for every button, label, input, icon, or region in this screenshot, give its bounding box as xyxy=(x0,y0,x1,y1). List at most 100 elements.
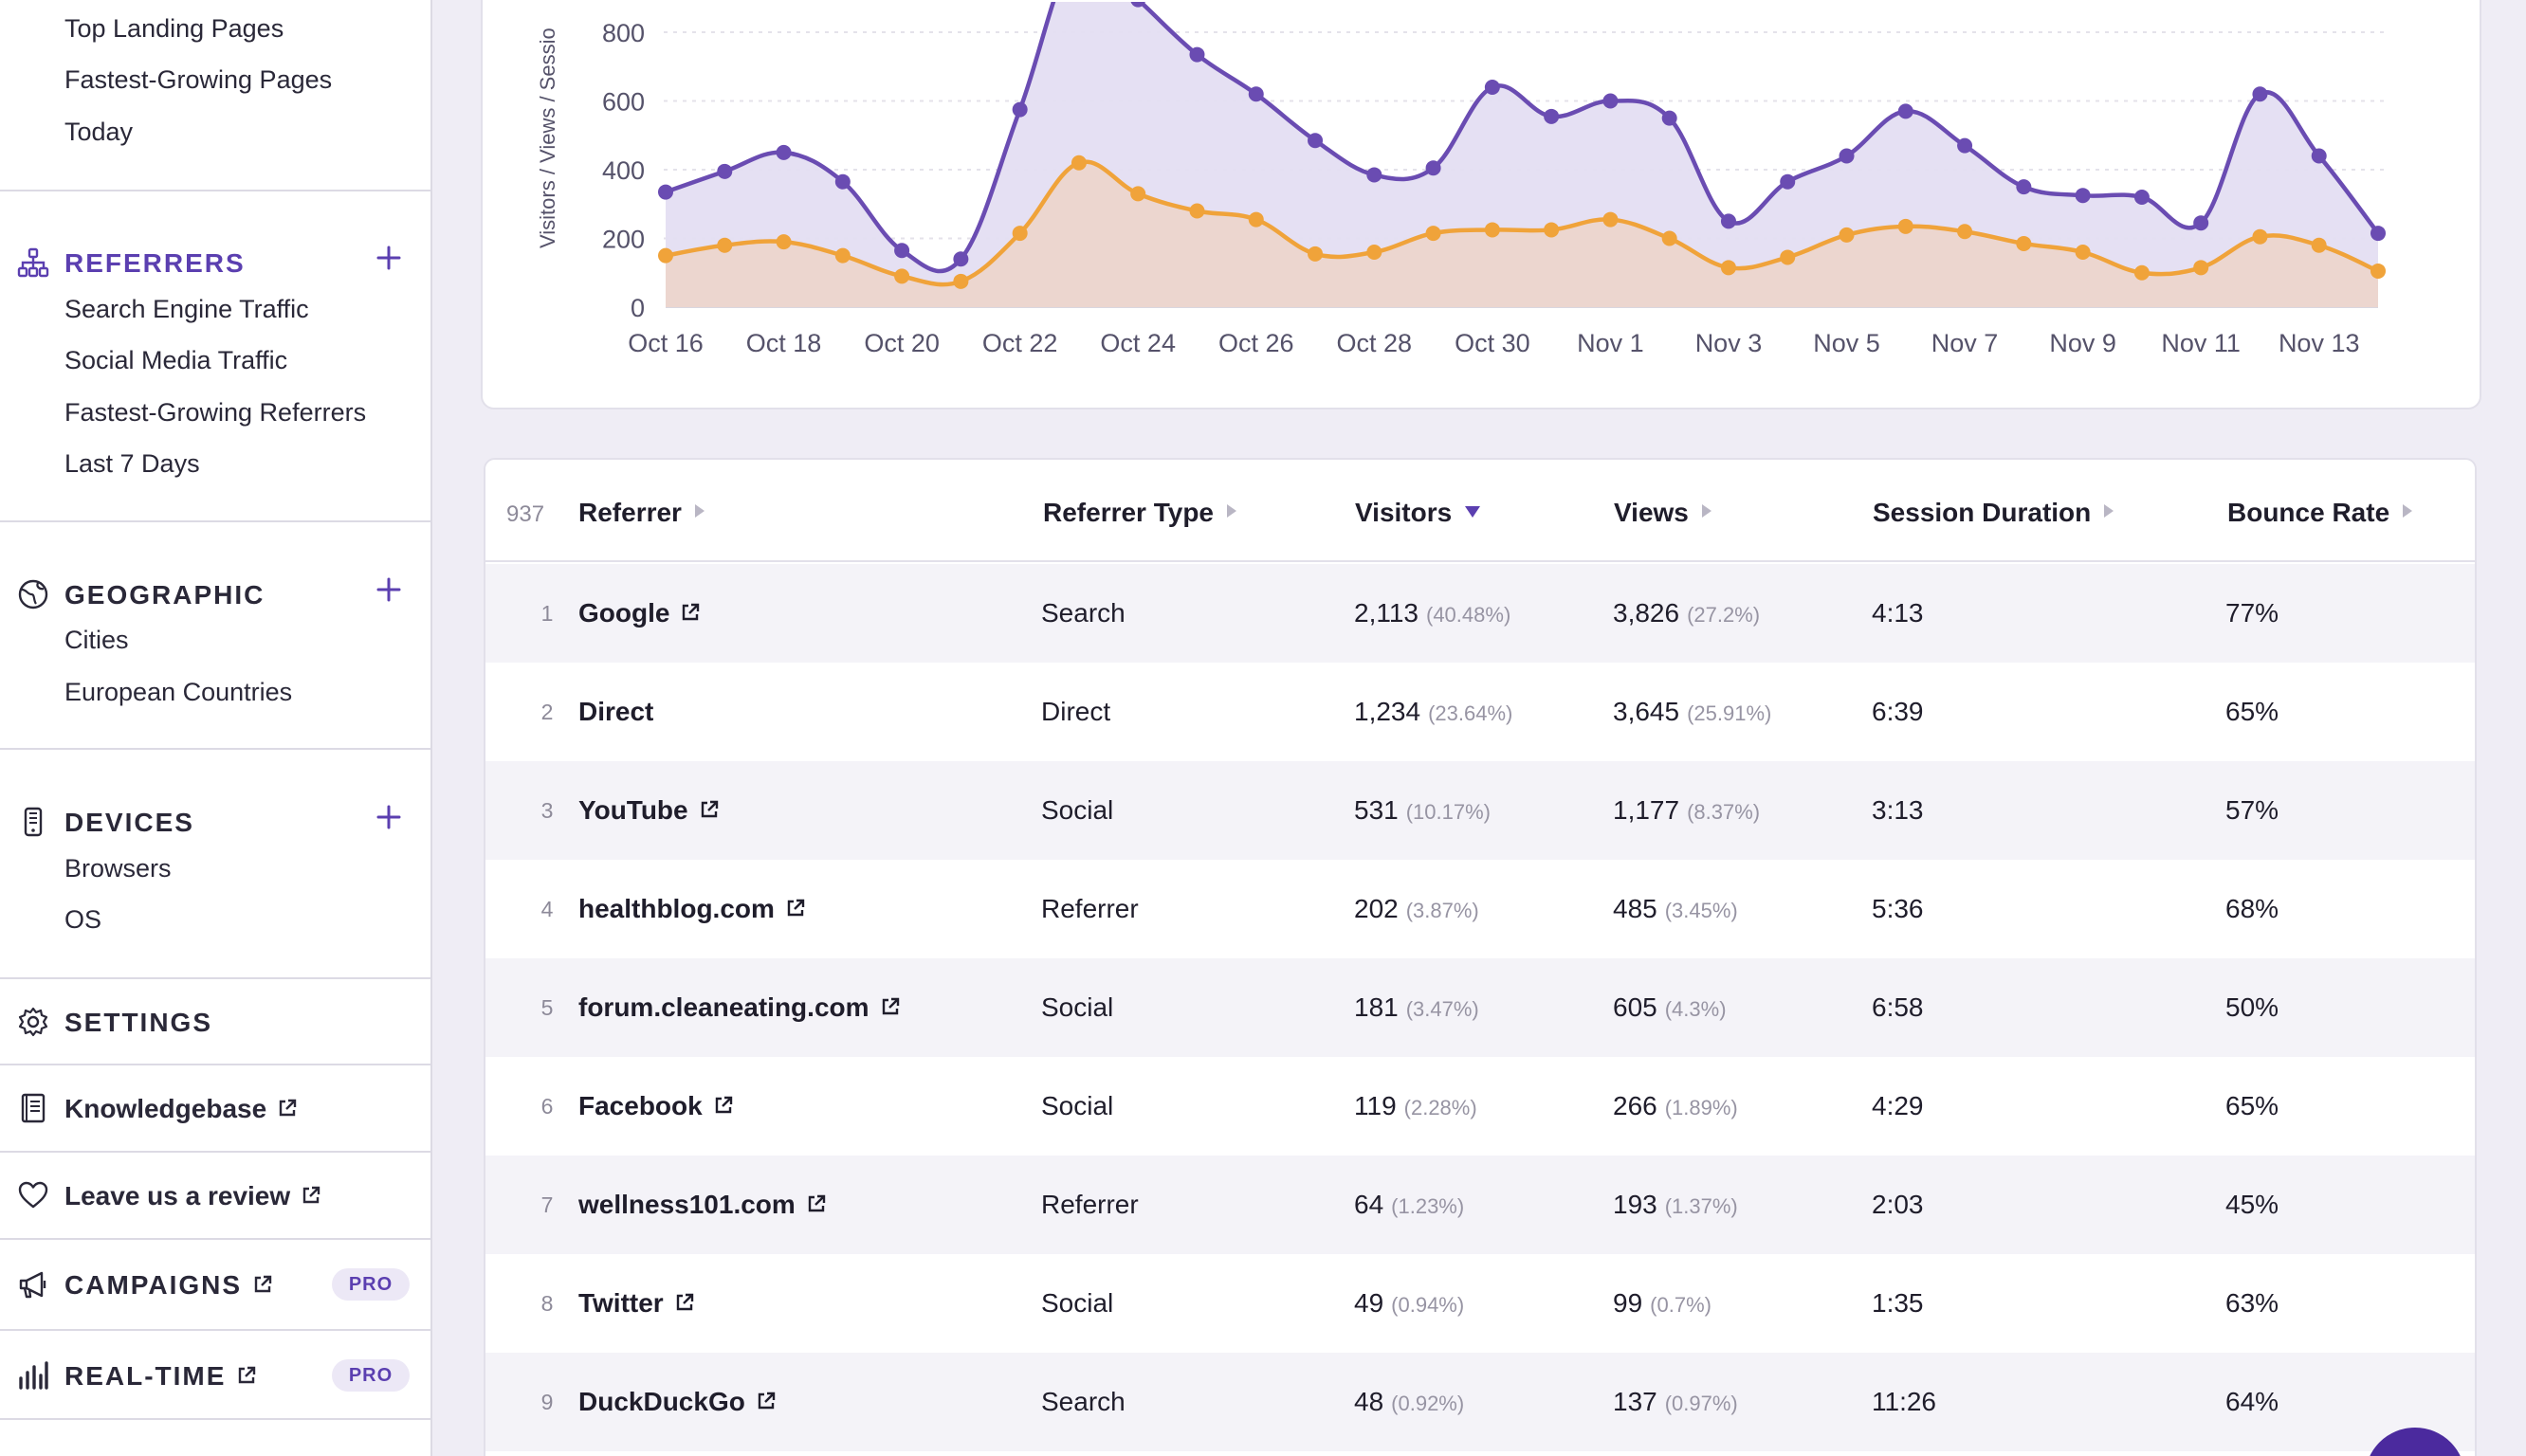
visitors-cell: 181 (3.47%) xyxy=(1354,992,1479,1023)
external-link-icon[interactable] xyxy=(698,798,721,821)
bounce-rate-cell: 65% xyxy=(2225,697,2279,726)
sidebar-settings[interactable]: SETTINGS xyxy=(0,979,430,1064)
referrer-cell[interactable]: DuckDuckGo xyxy=(578,1387,778,1417)
external-link-icon[interactable] xyxy=(879,995,902,1018)
sidebar-section-devices[interactable]: DEVICES xyxy=(0,792,430,849)
table-row[interactable]: 8 Twitter Social 49 (0.94%) 99 (0.7%) 1:35 63% xyxy=(485,1254,2475,1353)
sidebar-item-os[interactable]: OS xyxy=(64,905,102,934)
external-link-icon[interactable] xyxy=(673,1291,696,1314)
sidebar-item-fastest-growing-referrers[interactable]: Fastest-Growing Referrers xyxy=(64,398,367,427)
sidebar-item-last-7-days[interactable]: Last 7 Days xyxy=(64,449,200,478)
visitors-point xyxy=(1897,103,1913,119)
row-rank: 8 xyxy=(540,1291,554,1316)
referrer-cell[interactable]: YouTube xyxy=(578,795,721,826)
y-tick-label: 0 xyxy=(631,294,645,322)
visitors-value: 181 xyxy=(1354,992,1399,1022)
views-percent: (3.45%) xyxy=(1664,899,1738,922)
sidebar-item-fastest-growing-pages[interactable]: Fastest-Growing Pages xyxy=(64,65,333,94)
column-header-label: Referrer xyxy=(578,498,682,527)
referrer-cell[interactable]: Facebook xyxy=(578,1091,735,1121)
referrer-name: Google xyxy=(578,598,670,628)
referrer-cell[interactable]: wellness101.com xyxy=(578,1190,828,1220)
external-link-icon[interactable] xyxy=(712,1094,735,1117)
traffic-chart-card: 0 200 400 600 800 Visitors / Views / Sessio Oc… xyxy=(481,0,2481,410)
sidebar-item-european-countries[interactable]: European Countries xyxy=(64,678,293,706)
gear-icon xyxy=(18,1007,48,1037)
views-percent: (25.91%) xyxy=(1687,701,1772,725)
add-devices-icon[interactable] xyxy=(375,804,402,830)
sidebar-section-geographic[interactable]: GEOGRAPHIC xyxy=(0,565,430,622)
table-row[interactable]: 4 healthblog.com Referrer 202 (3.87%) 485 (3.4… xyxy=(485,860,2475,958)
sidebar-section-referrers[interactable]: REFERRERS xyxy=(0,233,430,290)
x-tick-label: Oct 28 xyxy=(1337,329,1413,357)
visitors-point xyxy=(658,184,673,200)
external-link-icon[interactable] xyxy=(805,1192,828,1215)
visitors-point xyxy=(2193,215,2209,231)
column-header-referrer[interactable]: Referrer xyxy=(578,498,705,528)
sidebar-item-browsers[interactable]: Browsers xyxy=(64,854,172,883)
referrer-name: forum.cleaneating.com xyxy=(578,992,869,1022)
views-point xyxy=(1544,222,1560,238)
table-row[interactable]: 5 forum.cleaneating.com Social 181 (3.47%) 60… xyxy=(485,958,2475,1057)
visitors-value: 1,234 xyxy=(1354,697,1421,726)
sidebar-campaigns-link[interactable]: CAMPAIGNS PRO xyxy=(0,1240,430,1329)
table-row[interactable]: 3 YouTube Social 531 (10.17%) 1,177 (8.37%) 3:1… xyxy=(485,761,2475,860)
sidebar-item-today[interactable]: Today xyxy=(64,118,134,146)
column-header-bounce-rate[interactable]: Bounce Rate xyxy=(2227,498,2413,528)
visitors-point xyxy=(834,173,851,190)
sidebar-item-social-media-traffic[interactable]: Social Media Traffic xyxy=(64,346,288,374)
sidebar-review-link[interactable]: Leave us a review xyxy=(0,1153,430,1238)
views-point xyxy=(776,234,792,250)
column-header-referrer-type[interactable]: Referrer Type xyxy=(1043,498,1237,528)
sidebar-item-cities[interactable]: Cities xyxy=(64,626,129,654)
add-geographic-icon[interactable] xyxy=(375,576,402,603)
views-cell: 3,826 (27.2%) xyxy=(1613,598,1760,628)
external-link-icon[interactable] xyxy=(679,601,702,624)
table-row[interactable]: 9 DuckDuckGo Search 48 (0.92%) 137 (0.97%) 11:2… xyxy=(485,1353,2475,1451)
sidebar-realtime-link[interactable]: REAL-TIME PRO xyxy=(0,1331,430,1418)
add-referrers-icon[interactable] xyxy=(375,245,402,271)
views-value: 266 xyxy=(1613,1091,1657,1120)
table-row[interactable]: 1 Google Search 2,113 (40.48%) 3,826 (27.2%) 4:… xyxy=(485,564,2475,663)
referrer-type-cell: Social xyxy=(1041,992,1114,1022)
x-tick-label: Nov 7 xyxy=(1931,329,1999,357)
sidebar-knowledgebase-link[interactable]: Knowledgebase xyxy=(0,1065,430,1151)
table-row[interactable]: 7 wellness101.com Referrer 64 (1.23%) 193 (1.3… xyxy=(485,1156,2475,1254)
campaigns-label: CAMPAIGNS xyxy=(64,1270,243,1300)
table-row[interactable]: 2 Direct Direct 1,234 (23.64%) 3,645 (25.91%) 6… xyxy=(485,663,2475,761)
column-header-views[interactable]: Views xyxy=(1614,498,1711,528)
referrer-cell[interactable]: Direct xyxy=(578,697,653,727)
referrer-cell[interactable]: forum.cleaneating.com xyxy=(578,992,902,1023)
referrer-cell[interactable]: Google xyxy=(578,598,702,628)
globe-icon xyxy=(18,579,48,610)
visitors-point xyxy=(1248,86,1264,102)
column-header-visitors[interactable]: Visitors xyxy=(1355,498,1481,528)
table-row[interactable]: 6 Facebook Social 119 (2.28%) 266 (1.89%) 4:29 6… xyxy=(485,1057,2475,1156)
referrer-cell[interactable]: healthblog.com xyxy=(578,894,807,924)
views-point xyxy=(1897,218,1913,234)
row-rank: 5 xyxy=(540,995,554,1020)
referrer-cell[interactable]: Twitter xyxy=(578,1288,696,1319)
settings-label: SETTINGS xyxy=(64,1008,213,1037)
bounce-rate-cell: 64% xyxy=(2225,1387,2279,1416)
review-label: Leave us a review xyxy=(64,1181,291,1210)
views-point xyxy=(2133,264,2150,281)
x-tick-label: Nov 13 xyxy=(2279,329,2360,357)
visitors-point xyxy=(2133,190,2150,205)
views-value: 485 xyxy=(1613,894,1657,923)
visitors-value: 119 xyxy=(1354,1091,1397,1120)
views-point xyxy=(2193,260,2209,276)
external-link-icon[interactable] xyxy=(755,1390,778,1412)
views-cell: 266 (1.89%) xyxy=(1613,1091,1738,1121)
sidebar-item-search-engine-traffic[interactable]: Search Engine Traffic xyxy=(64,295,309,323)
external-link-icon[interactable] xyxy=(784,897,807,919)
bounce-rate-cell: 65% xyxy=(2225,1091,2279,1120)
sort-triangle-icon xyxy=(2104,504,2114,518)
views-point xyxy=(1839,227,1855,243)
sidebar-item-top-landing-pages[interactable]: Top Landing Pages xyxy=(64,14,284,43)
sort-triangle-icon xyxy=(1701,504,1711,518)
x-tick-label: Oct 16 xyxy=(628,329,704,357)
views-value: 137 xyxy=(1613,1387,1657,1416)
sidebar: Top Landing Pages Fastest-Growing Pages … xyxy=(0,0,432,1456)
column-header-session-duration[interactable]: Session Duration xyxy=(1873,498,2114,528)
